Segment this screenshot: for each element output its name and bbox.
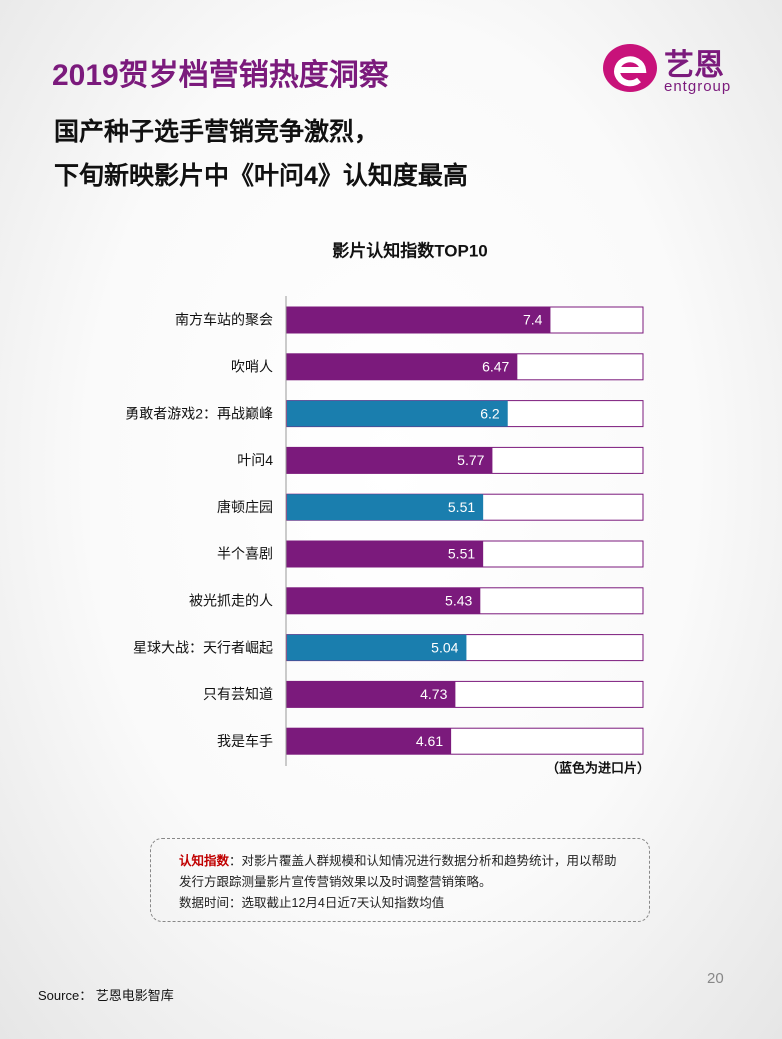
category-label: 半个喜剧 [217, 546, 273, 562]
category-label: 叶问4 [237, 452, 273, 468]
note-definition: ：对影片覆盖人群规模和认知情况进行数据分析和趋势统计，用以帮助发行方跟踪测量影片… [179, 854, 617, 889]
value-label: 5.77 [457, 452, 484, 468]
value-label: 5.04 [431, 639, 458, 655]
bar [287, 541, 484, 567]
note-box: 认知指数：对影片覆盖人群规模和认知情况进行数据分析和趋势统计，用以帮助发行方跟踪… [150, 838, 650, 922]
logo-text: 艺恩 [664, 49, 724, 82]
page-number: 20 [707, 970, 724, 987]
category-label: 唐顿庄园 [217, 499, 273, 515]
chart-title: 影片认知指数TOP10 [332, 240, 488, 260]
value-label: 5.51 [448, 546, 475, 562]
bar [287, 681, 456, 708]
bar [287, 400, 508, 427]
category-label: 勇敢者游戏2：再战巅峰 [125, 405, 273, 421]
category-label: 我是车手 [217, 733, 273, 749]
logo-text: entgroup [664, 78, 732, 95]
bar [287, 494, 484, 521]
note-text: 数据时间：选取截止12月4日近7天认知指数均值 [179, 896, 445, 910]
value-label: 7.4 [523, 312, 543, 328]
note-term: 认知指数 [179, 854, 230, 868]
chart: 影片认知指数TOP10 （蓝色为进口片） 7.4 南方车站的聚会 6.47 吹哨人 6.… [125, 240, 650, 775]
bar [287, 307, 551, 333]
bar [287, 447, 493, 474]
category-label: 吹哨人 [231, 359, 273, 375]
annotation: （蓝色为进口片） [546, 760, 650, 775]
subtitle: 下旬新映影片中《叶问4》认知度最高 [54, 162, 468, 190]
category-label: 南方车站的聚会 [175, 312, 273, 328]
value-label: 5.43 [445, 593, 472, 609]
bar [287, 634, 467, 661]
category-label: 只有芸知道 [203, 686, 273, 702]
value-label: 5.51 [448, 499, 475, 515]
value-label: 4.61 [416, 733, 443, 749]
logo-mark [603, 44, 657, 92]
value-label: 4.73 [420, 686, 447, 702]
value-label: 6.2 [480, 405, 500, 421]
note-text: 认知指数：对影片覆盖人群规模和认知情况进行数据分析和趋势统计，用以帮助发行方跟踪… [179, 851, 627, 893]
bar [287, 587, 481, 614]
value-label: 6.47 [482, 359, 509, 375]
page-title: 2019贺岁档营销热度洞察 [52, 59, 389, 92]
category-label: 星球大战：天行者崛起 [133, 639, 273, 655]
category-label: 被光抓走的人 [189, 593, 273, 609]
bar [287, 728, 452, 755]
source: Source： 艺恩电影智库 [38, 988, 174, 1003]
subtitle: 国产种子选手营销竞争激烈， [54, 118, 380, 146]
bar [287, 353, 518, 380]
